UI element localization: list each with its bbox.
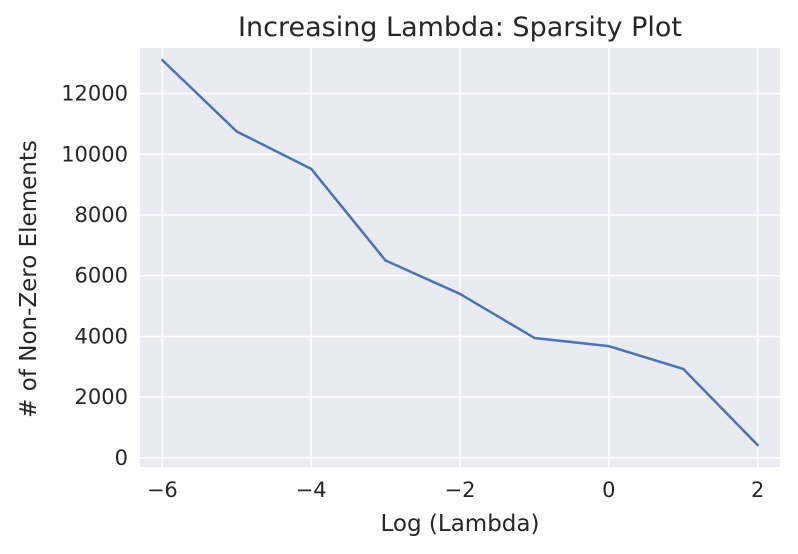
- x-tick-label: 2: [751, 478, 764, 502]
- y-tick-label: 4000: [75, 324, 128, 348]
- series-line: [161, 58, 759, 447]
- y-axis-label: # of Non-Zero Elements: [16, 140, 42, 418]
- plot-group: −6 −4 −2 0 2 0 2000 4000 6000 8000 10000 12000: [61, 48, 780, 502]
- y-tick-label: 10000: [61, 142, 128, 166]
- y-tick-label: 0: [115, 446, 128, 470]
- x-tick-label: −4: [296, 478, 327, 502]
- y-tick-label: 2000: [75, 385, 128, 409]
- y-tick-label: 12000: [61, 82, 128, 106]
- x-tick-label: −6: [147, 478, 178, 502]
- x-tick-label: −2: [445, 478, 476, 502]
- x-axis-label: Log (Lambda): [381, 511, 540, 537]
- y-tick-label: 6000: [75, 264, 128, 288]
- chart-title: Increasing Lambda: Sparsity Plot: [238, 12, 682, 43]
- x-tick-label: 0: [602, 478, 615, 502]
- y-tick-label: 8000: [75, 203, 128, 227]
